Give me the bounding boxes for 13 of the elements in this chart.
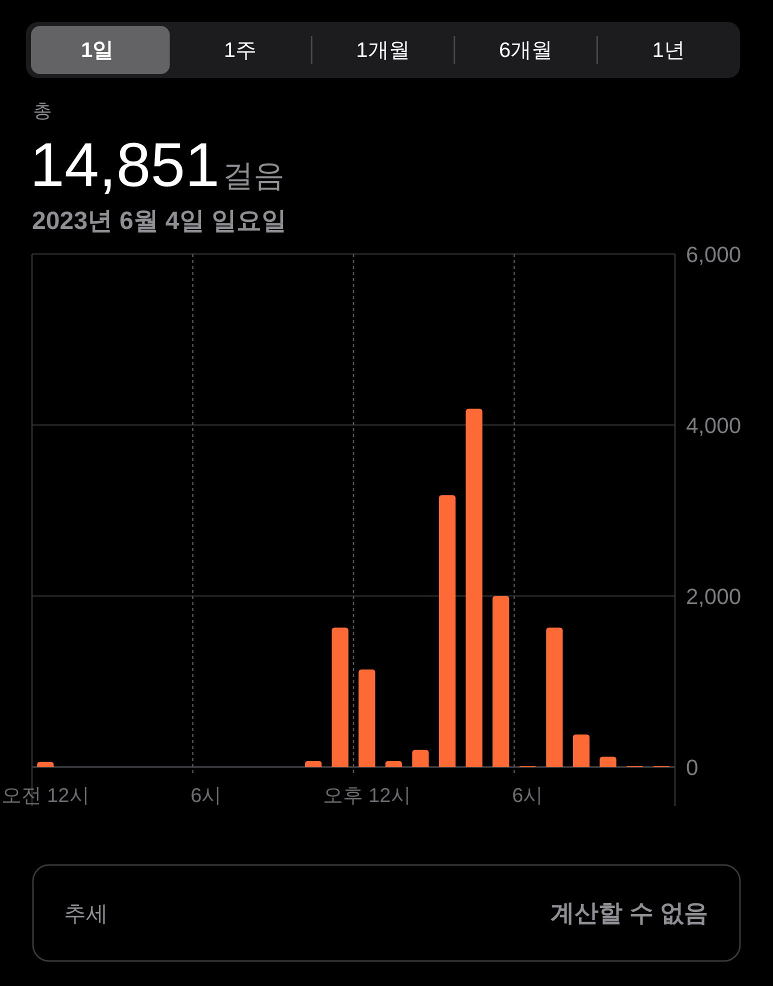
y-tick-label: 4,000: [686, 413, 742, 438]
y-tick-label: 2,000: [686, 584, 742, 609]
y-tick-label: 6,000: [686, 242, 742, 267]
x-tick-label: 오전 12시: [1, 785, 90, 807]
y-tick-label: 0: [686, 755, 698, 780]
segmented-control: 1일 1주 1개월 6개월 1년: [26, 22, 740, 78]
x-tick-label: 6시: [190, 785, 222, 807]
x-tick-label: 오후 12시: [322, 785, 411, 807]
plot: 0 2,000 4,000 6,000 오전 12시 6시 오후 12시 6시: [2, 242, 742, 807]
chart-subtitle: 2023년 6월 4일 일요일: [32, 207, 286, 235]
x-tick-label: 6시: [512, 785, 544, 807]
trend-box: 추세 계산할 수 없음: [32, 864, 741, 962]
text: 총: [33, 101, 52, 122]
